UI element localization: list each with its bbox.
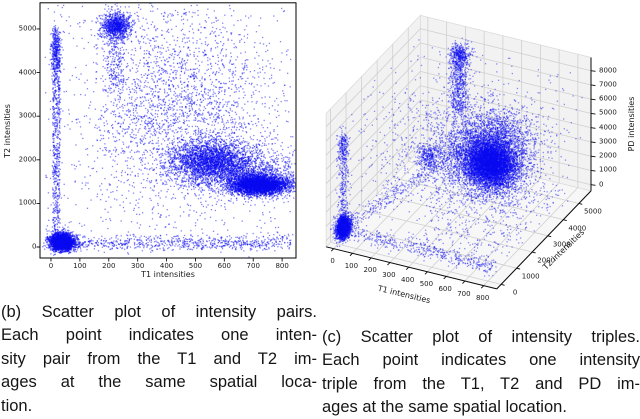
x-tick-label: 300 bbox=[130, 261, 145, 270]
z-tick-label-3d: 0 bbox=[599, 180, 604, 189]
x-tick-label-3d: 0 bbox=[330, 257, 335, 266]
y-tick-label: 1000 bbox=[18, 198, 37, 207]
caption-b-line: tion. bbox=[1, 396, 33, 415]
caption-c-line: Each point indicates one intensity bbox=[322, 351, 640, 370]
z-tick-label-3d: 8000 bbox=[599, 66, 617, 75]
caption-b-line: Each point indicates one inten- bbox=[1, 326, 317, 345]
caption-c: (c) Scatter plot of intensity triples. E… bbox=[322, 326, 640, 419]
y-tick-label: 5000 bbox=[18, 24, 37, 33]
scatter-3d-canvas bbox=[300, 0, 640, 318]
y-tick-label-3d: 2000 bbox=[537, 256, 556, 265]
scatter-3d-panel: 0 100 200 300 400 500 600 700 800 0 1000 2000 3000 40… bbox=[300, 0, 640, 318]
scatter-2d-panel: 0 100 200 300 400 500 600 700 800 0 1000 2000 3000 40… bbox=[0, 0, 300, 296]
y-tick-label-3d: 4000 bbox=[568, 224, 587, 233]
x-tick-label: 800 bbox=[275, 261, 289, 270]
caption-c-line: triple from the T1, T2 and PD im- bbox=[322, 374, 640, 393]
x-axis-label-t1: T1 intensities bbox=[141, 270, 195, 279]
y-tick-label: 0 bbox=[32, 242, 37, 251]
y-tick-label-3d: 0 bbox=[512, 288, 518, 297]
z-tick-label-3d: 6000 bbox=[599, 94, 617, 103]
y-tick-label: 2000 bbox=[18, 155, 37, 164]
y-tick-label-3d: 3000 bbox=[552, 240, 571, 249]
caption-b: (b) Scatter plot of intensity pairs. Eac… bbox=[1, 301, 317, 418]
x-tick-label-3d: 200 bbox=[363, 266, 377, 275]
z-tick-label-3d: 5000 bbox=[599, 108, 617, 117]
x-tick-label-3d: 400 bbox=[400, 275, 415, 284]
x-tick-label: 500 bbox=[188, 261, 203, 270]
y-tick-label-3d: 1000 bbox=[521, 272, 540, 281]
y-tick-label-3d: 5000 bbox=[583, 207, 602, 216]
x-tick-label-3d: 500 bbox=[419, 280, 434, 289]
x-tick-label: 0 bbox=[48, 261, 54, 270]
x-tick-label: 600 bbox=[217, 261, 232, 270]
x-tick-label-3d: 300 bbox=[382, 271, 396, 280]
caption-b-line: (b) Scatter plot of intensity pairs. bbox=[1, 303, 317, 321]
z-tick-label-3d: 7000 bbox=[599, 80, 617, 89]
z-tick-label-3d: 2000 bbox=[599, 151, 617, 160]
x-tick-label: 700 bbox=[246, 261, 260, 270]
caption-c-line: (c) Scatter plot of intensity triples. bbox=[322, 328, 640, 346]
caption-b-line: sity pair from the T1 and T2 im- bbox=[1, 349, 317, 368]
x-tick-label-3d: 600 bbox=[438, 284, 452, 293]
y-tick-label: 3000 bbox=[18, 111, 37, 120]
y-axis-label-t2: T2 intensities bbox=[3, 104, 12, 158]
z-tick-label-3d: 3000 bbox=[599, 137, 617, 146]
caption-b-line: ages at the same spatial loca- bbox=[1, 373, 317, 392]
x-tick-label: 400 bbox=[159, 261, 174, 270]
x-tick-label-3d: 800 bbox=[475, 294, 490, 303]
z-tick-label-3d: 1000 bbox=[599, 165, 617, 174]
x-tick-label-3d: 100 bbox=[344, 261, 359, 270]
z-tick-label-3d: 4000 bbox=[599, 123, 617, 132]
x-tick-label-3d: 700 bbox=[457, 289, 471, 298]
x-tick-label: 200 bbox=[102, 261, 116, 270]
scatter-2d-canvas bbox=[0, 0, 300, 296]
y-tick-label: 4000 bbox=[18, 68, 37, 77]
caption-c-line: ages at the same spatial location. bbox=[322, 398, 567, 417]
z-axis-label-pd-3d: PD intensities bbox=[627, 96, 636, 152]
x-tick-label: 100 bbox=[73, 261, 87, 270]
